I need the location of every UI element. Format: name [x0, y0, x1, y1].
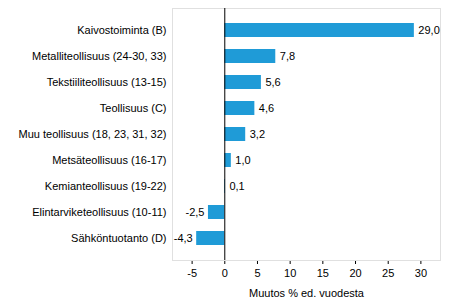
svg-text:0,1: 0,1 — [229, 180, 244, 192]
svg-text:5: 5 — [254, 267, 260, 279]
svg-text:5,6: 5,6 — [265, 76, 280, 88]
svg-text:1,0: 1,0 — [235, 154, 250, 166]
svg-text:Muutos % ed. vuodesta: Muutos % ed. vuodesta — [249, 287, 365, 299]
svg-text:-2,5: -2,5 — [185, 206, 204, 218]
svg-text:0: 0 — [222, 267, 228, 279]
svg-text:Elintarviketeollisuus (10-11): Elintarviketeollisuus (10-11) — [32, 206, 166, 218]
svg-text:Metsäteollisuus (16-17): Metsäteollisuus (16-17) — [52, 154, 166, 166]
svg-text:-4,3: -4,3 — [174, 232, 193, 244]
svg-text:Metalliteollisuus (24-30, 33): Metalliteollisuus (24-30, 33) — [32, 50, 167, 62]
svg-text:Kemianteollisuus (19-22): Kemianteollisuus (19-22) — [45, 180, 167, 192]
svg-text:Muu teollisuus (18, 23, 31, 32: Muu teollisuus (18, 23, 31, 32) — [19, 128, 167, 140]
svg-text:15: 15 — [317, 267, 329, 279]
svg-text:25: 25 — [382, 267, 394, 279]
svg-text:4,6: 4,6 — [259, 102, 274, 114]
svg-text:7,8: 7,8 — [280, 50, 295, 62]
svg-text:Kaivostoiminta (B): Kaivostoiminta (B) — [77, 24, 166, 36]
svg-text:29,0: 29,0 — [418, 24, 439, 36]
svg-text:Teollisuus (C): Teollisuus (C) — [100, 102, 167, 114]
svg-text:3,2: 3,2 — [250, 128, 265, 140]
svg-text:20: 20 — [349, 267, 361, 279]
svg-text:Sähköntuotanto (D): Sähköntuotanto (D) — [71, 232, 166, 244]
svg-text:-5: -5 — [187, 267, 197, 279]
svg-text:30: 30 — [415, 267, 427, 279]
svg-text:Tekstiiliteollisuus (13-15): Tekstiiliteollisuus (13-15) — [47, 76, 167, 88]
svg-text:10: 10 — [284, 267, 296, 279]
